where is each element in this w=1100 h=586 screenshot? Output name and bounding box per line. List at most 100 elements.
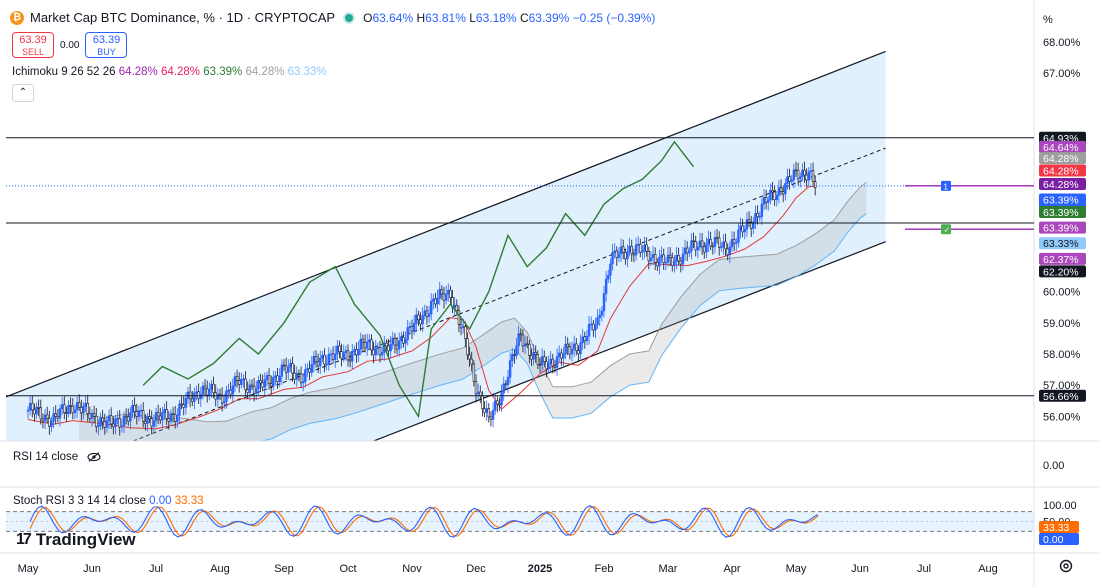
- candle-body: [762, 197, 766, 205]
- candle-body: [530, 354, 533, 360]
- candle-body: [325, 363, 328, 366]
- candle-body: [662, 254, 665, 263]
- candle-body: [560, 352, 563, 359]
- candle-body: [743, 228, 747, 233]
- buy-button[interactable]: 63.39 BUY: [85, 32, 128, 58]
- candle-body: [84, 402, 87, 407]
- candle-body: [174, 414, 177, 422]
- candle-body: [489, 416, 493, 420]
- rsi-legend[interactable]: RSI 14 close: [13, 451, 101, 463]
- candle-body: [252, 385, 256, 394]
- candle-body: [297, 373, 301, 375]
- candle-body: [502, 383, 505, 394]
- symbol-title[interactable]: Market Cap BTC Dominance, % · 1D · CRYPT…: [30, 10, 336, 25]
- x-axis-tick-label: Feb: [595, 563, 614, 575]
- main-pane: [6, 50, 886, 441]
- candle-body: [566, 343, 569, 348]
- price-tag-label: 56.66%: [1043, 391, 1079, 403]
- candle-body: [468, 354, 471, 360]
- candle-body: [656, 262, 659, 267]
- x-axis-tick-label: Apr: [723, 563, 740, 575]
- sell-button[interactable]: 63.39 SELL: [12, 32, 54, 58]
- candle-body: [513, 354, 516, 356]
- price-tag-label: 62.20%: [1043, 266, 1079, 278]
- candle-body: [372, 349, 375, 356]
- hidden-eye-icon[interactable]: [87, 452, 101, 462]
- senkou-b-line: [258, 213, 867, 441]
- alert-marker-glyph: ✓: [944, 226, 951, 235]
- candle-body: [361, 338, 365, 343]
- candle-body: [466, 338, 469, 356]
- candle-body: [636, 243, 640, 246]
- candle-body: [216, 393, 220, 400]
- candle-body: [532, 352, 535, 360]
- candle-body: [280, 364, 284, 377]
- candle-body: [400, 337, 403, 341]
- candle-body: [564, 343, 567, 355]
- candle-body: [56, 415, 60, 419]
- candle-body: [233, 376, 237, 387]
- price-tag: [1039, 265, 1086, 278]
- candle-body: [299, 373, 303, 384]
- candle-body: [436, 297, 439, 305]
- candle-body: [353, 349, 356, 352]
- candle-body: [767, 199, 770, 203]
- stoch-rsi-legend[interactable]: Stoch RSI 3 3 14 14 close 0.00 33.33: [13, 495, 204, 507]
- candle-body: [163, 409, 166, 413]
- candle-body: [314, 355, 318, 363]
- candle-body: [261, 382, 264, 388]
- price-tag-label: 64.28%: [1043, 153, 1079, 165]
- candle-body: [389, 343, 392, 352]
- candle-body: [165, 409, 168, 419]
- candle-body: [342, 352, 345, 359]
- candle-body: [769, 190, 772, 201]
- candle-body: [794, 169, 798, 172]
- candle-body: [813, 181, 817, 188]
- tradingview-logo[interactable]: 17 TradingView: [16, 530, 136, 550]
- candle-body: [784, 183, 787, 195]
- candle-body: [304, 369, 307, 382]
- candle-body: [35, 407, 38, 415]
- candle-body: [611, 252, 614, 265]
- candle-body: [218, 393, 222, 396]
- candle-body: [63, 404, 66, 413]
- tradingview-wordmark: TradingView: [35, 530, 136, 549]
- candle-body: [764, 197, 768, 203]
- candle-body: [193, 392, 196, 402]
- candle-body: [336, 345, 339, 355]
- candle-body: [333, 353, 337, 360]
- candle-body: [116, 418, 119, 420]
- gear-icon[interactable]: [1058, 558, 1074, 574]
- candle-body: [807, 171, 811, 181]
- price-tag: [1039, 221, 1086, 234]
- stoch-d-value: 33.33: [174, 495, 204, 507]
- price-tag-label: 64.28%: [1043, 179, 1079, 191]
- candle-body: [142, 410, 145, 422]
- candle-body: [756, 213, 759, 218]
- spread-value: 0.00: [60, 39, 80, 51]
- collapse-legend-button[interactable]: ⌃: [12, 84, 34, 102]
- candle-body: [604, 278, 608, 294]
- candle-body: [438, 289, 441, 299]
- candle-body: [720, 246, 723, 249]
- candle-body: [176, 415, 179, 422]
- candle-body: [585, 336, 589, 342]
- candle-body: [777, 187, 781, 196]
- candle-body: [291, 363, 294, 374]
- x-axis-tick-label: May: [18, 563, 39, 575]
- ichimoku-legend[interactable]: Ichimoku 9 26 52 26 64.28% 64.28% 63.39%…: [12, 66, 327, 78]
- candle-body: [685, 247, 689, 254]
- price-tag: [1039, 164, 1086, 177]
- price-tag: [1039, 206, 1086, 219]
- candle-body: [754, 213, 757, 223]
- candle-body: [231, 385, 234, 395]
- candle-body: [596, 317, 599, 326]
- candle-body: [284, 365, 288, 373]
- price-tag-label: 63.39%: [1043, 207, 1079, 219]
- candle-body: [316, 361, 320, 367]
- candle-body: [246, 389, 249, 393]
- candle-body: [483, 408, 486, 413]
- price-tag: [1039, 131, 1086, 144]
- rsi-axis-label: 0.00: [1043, 460, 1064, 472]
